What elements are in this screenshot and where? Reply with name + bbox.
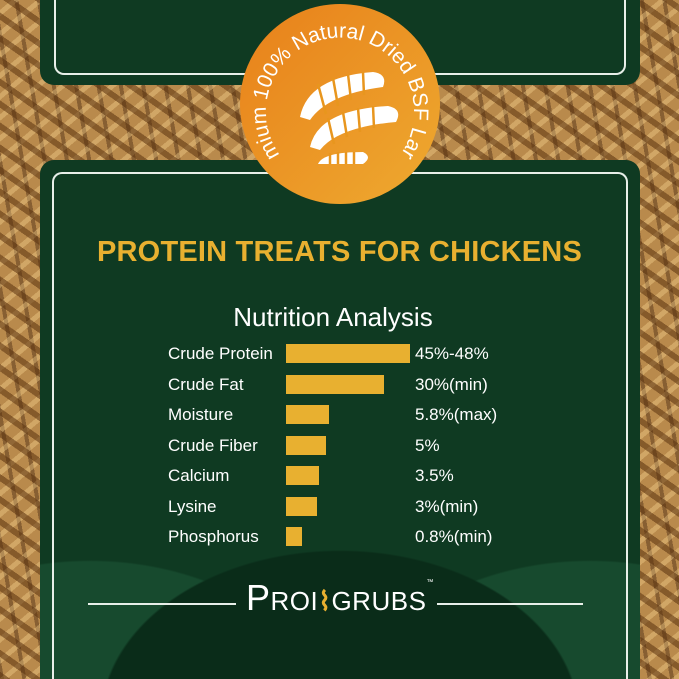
chart-row: Crude Fat 30%(min) [168,373,588,397]
chart-row: Calcium 3.5% [168,464,588,488]
page-title: PROTEIN TREATS FOR CHICKENS [97,236,582,268]
category-label: Lysine [168,496,217,516]
category-label: Crude Protein [168,344,273,363]
chart-row: Phosphorus 0.8%(min) [168,525,588,549]
chart-row: Lysine 3%(min) [168,495,588,519]
value-label: 5% [415,435,440,455]
divider-left [88,603,236,605]
value-label: 3%(min) [415,496,479,516]
bar [286,405,330,424]
badge: Premium 100% Natural Dried BSF Larvae [238,2,440,204]
bar [286,344,410,363]
chart-row: Moisture 5.8%(max) [168,403,588,427]
category-label: Moisture [168,405,234,424]
bar [286,527,302,546]
category-label: Crude Fat [168,374,244,394]
chart-row: Crude Protein 45%-48% [168,342,588,366]
bar [286,466,320,485]
brand-logo: PROI⌇GRUBS™ [246,577,434,618]
value-label: 3.5% [415,466,454,485]
category-label: Phosphorus [168,527,259,546]
value-label: 5.8%(max) [415,405,498,424]
divider-right [437,603,583,605]
bar [286,435,327,455]
bar [286,374,385,394]
value-label: 0.8%(min) [415,527,493,546]
value-label: 30%(min) [415,374,488,394]
category-label: Calcium [168,466,230,485]
category-label: Crude Fiber [168,435,258,455]
chart-row: Crude Fiber 5% [168,434,588,458]
value-label: 45%-48% [415,344,489,363]
bar [286,496,317,516]
main-panel [40,160,640,679]
chart-title: Nutrition Analysis [233,302,433,332]
